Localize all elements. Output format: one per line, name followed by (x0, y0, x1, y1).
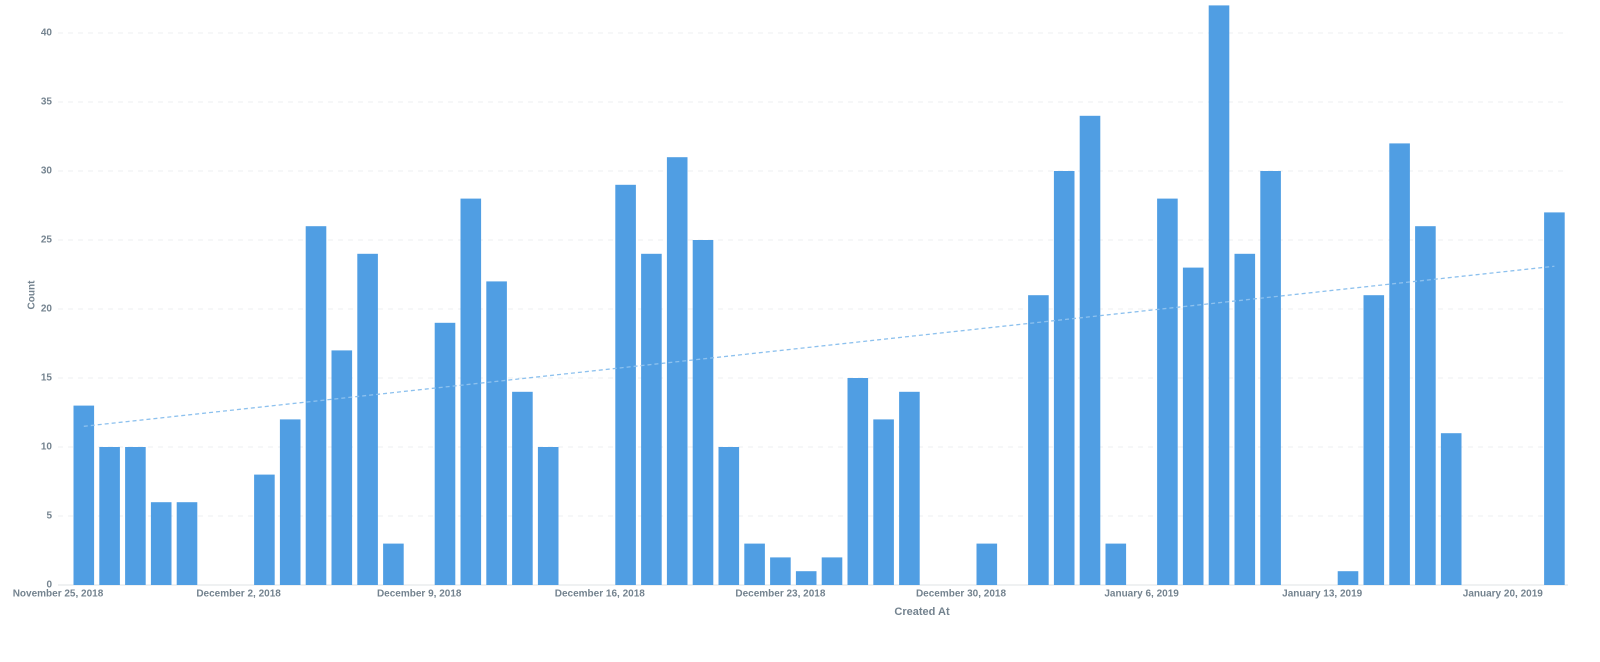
bar (615, 184, 636, 586)
trend-line (83, 265, 1555, 427)
bar (795, 571, 817, 585)
bar (537, 447, 559, 585)
bar (1208, 5, 1230, 585)
bar (1415, 226, 1436, 585)
bar (1028, 295, 1049, 585)
bar (125, 447, 146, 585)
bar (1440, 433, 1462, 585)
x-tick-label: December 30, 2018 (916, 589, 1007, 600)
bar (460, 198, 482, 585)
x-tick-label: December 2, 2018 (196, 589, 281, 600)
bar (770, 557, 791, 585)
y-tick-label: 30 (41, 166, 53, 177)
y-tick-label: 15 (41, 373, 53, 384)
bar (434, 322, 456, 585)
bar (486, 281, 507, 585)
bar (150, 502, 172, 585)
x-tick-label: January 13, 2019 (1282, 589, 1362, 600)
bar (99, 447, 120, 585)
bar (1544, 212, 1565, 585)
bar (331, 350, 353, 585)
bar (641, 253, 662, 586)
bar (1079, 115, 1101, 586)
bar (718, 447, 740, 585)
x-tick-label: January 20, 2019 (1463, 589, 1543, 600)
y-tick-label: 5 (46, 511, 52, 522)
bar (744, 543, 765, 585)
bar (692, 240, 714, 585)
y-tick-label: 10 (41, 442, 53, 453)
y-axis-title: Count (27, 280, 38, 310)
x-tick-label: January 6, 2019 (1104, 589, 1179, 600)
bar (1182, 267, 1204, 585)
bar (1157, 198, 1178, 585)
bar (1260, 171, 1281, 585)
bar (279, 419, 301, 585)
bar (512, 391, 533, 585)
y-tick-label: 20 (41, 304, 53, 315)
bar (1337, 571, 1359, 585)
bar (305, 226, 327, 585)
bar (383, 543, 404, 585)
x-tick-label: December 9, 2018 (377, 589, 462, 600)
bar (254, 474, 275, 585)
bar (357, 253, 378, 586)
bar (899, 391, 920, 585)
bar (73, 405, 95, 585)
x-tick-label: December 16, 2018 (555, 589, 646, 600)
x-tick-label: December 23, 2018 (735, 589, 826, 600)
y-tick-label: 0 (46, 580, 52, 591)
bar (1363, 295, 1385, 585)
x-tick-label: November 25, 2018 (13, 589, 104, 600)
x-axis-title: Created At (894, 606, 950, 618)
y-tick-label: 35 (41, 97, 53, 108)
bar (847, 378, 869, 585)
bar (873, 419, 894, 585)
y-tick-label: 25 (41, 235, 53, 246)
bar (1234, 253, 1256, 586)
bar (666, 157, 688, 585)
bar (1105, 543, 1127, 585)
bar (976, 543, 998, 585)
bar (821, 557, 843, 585)
bar (176, 502, 198, 585)
bar (1389, 143, 1410, 585)
bar (1053, 171, 1075, 585)
y-tick-label: 40 (41, 28, 53, 39)
